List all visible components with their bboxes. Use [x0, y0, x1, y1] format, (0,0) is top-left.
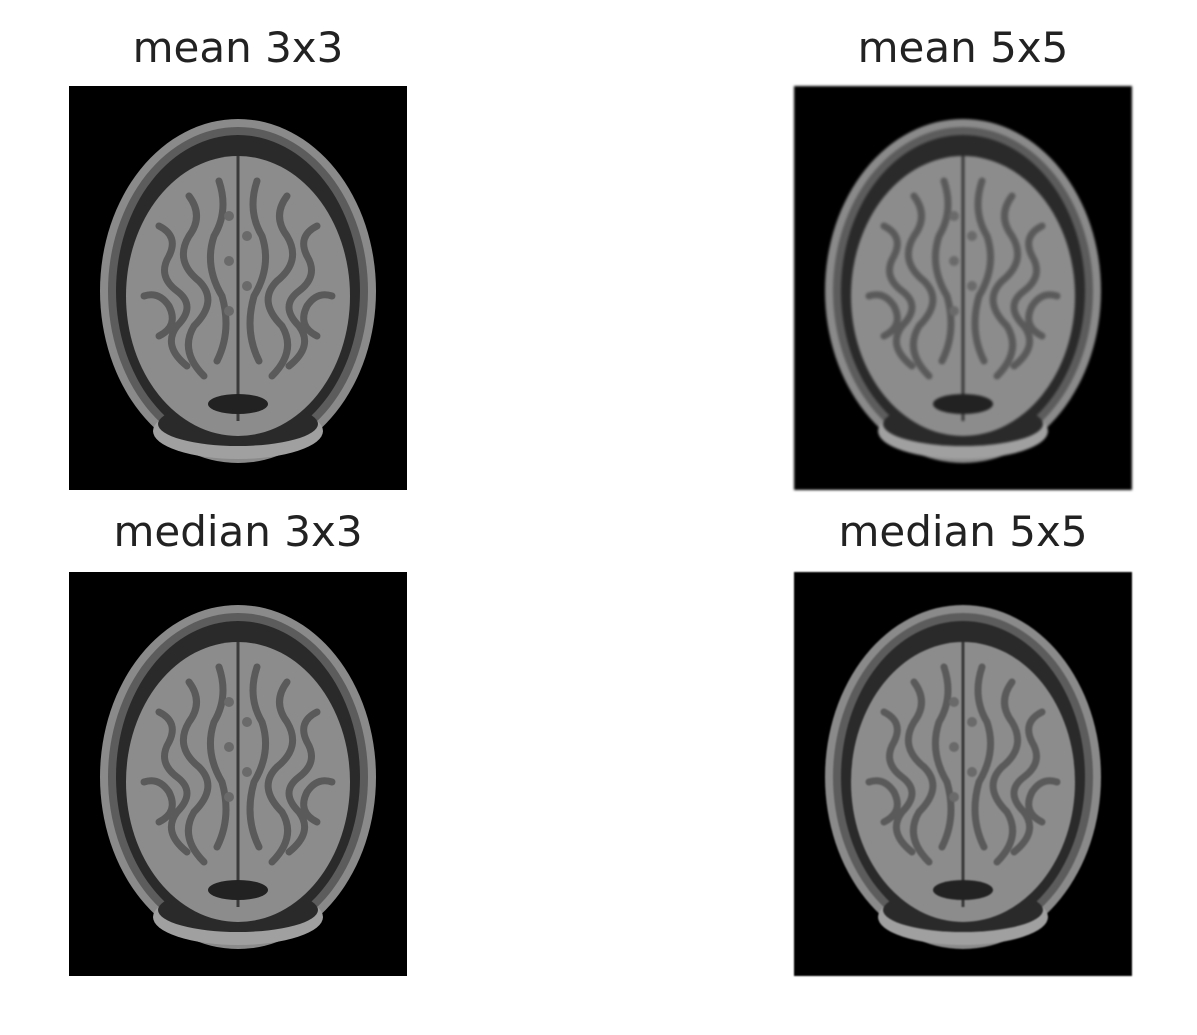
panel-title: median 3x3: [113, 507, 363, 556]
mri-brain-image: [794, 572, 1132, 976]
panel-title: median 5x5: [838, 507, 1088, 556]
mri-brain-image: [69, 572, 407, 976]
mri-brain-image: [794, 86, 1132, 490]
mri-brain-image: [69, 86, 407, 490]
panel-title: mean 3x3: [132, 23, 344, 72]
panel-title: mean 5x5: [857, 23, 1069, 72]
